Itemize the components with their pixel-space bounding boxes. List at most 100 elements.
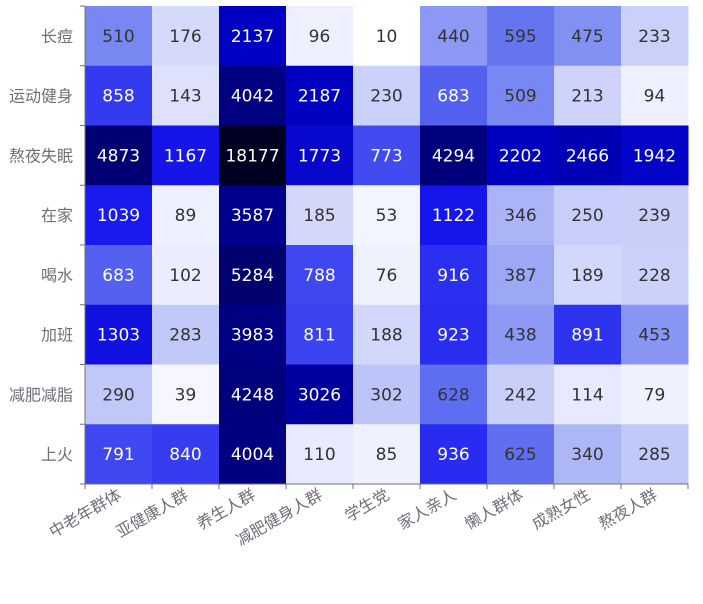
heatmap-cell[interactable] bbox=[85, 424, 153, 485]
heatmap-cell[interactable] bbox=[286, 364, 354, 425]
heatmap-cell[interactable] bbox=[152, 245, 220, 306]
heatmap-cell[interactable] bbox=[621, 185, 689, 246]
heatmap-cell[interactable] bbox=[621, 304, 689, 365]
heatmap-cell[interactable] bbox=[420, 245, 488, 306]
heatmap-cell[interactable] bbox=[219, 424, 287, 485]
heatmap-cell[interactable] bbox=[487, 245, 555, 306]
heatmap-cell[interactable] bbox=[353, 185, 421, 246]
cell-value-label: 595 bbox=[504, 27, 536, 47]
heatmap-cell[interactable] bbox=[487, 185, 555, 246]
heatmap-cell[interactable] bbox=[353, 6, 421, 67]
heatmap-cell[interactable] bbox=[353, 65, 421, 126]
cell-value-label: 1773 bbox=[298, 146, 341, 166]
heatmap-cell[interactable] bbox=[286, 245, 354, 306]
heatmap-cell[interactable] bbox=[85, 364, 153, 425]
heatmap-cell[interactable] bbox=[554, 6, 622, 67]
heatmap-cell[interactable] bbox=[621, 125, 689, 186]
heatmap-cell[interactable] bbox=[420, 364, 488, 425]
heatmap-cell[interactable] bbox=[487, 364, 555, 425]
heatmap-cell[interactable] bbox=[152, 424, 220, 485]
cell-value-label: 916 bbox=[437, 266, 469, 286]
heatmap-cell[interactable] bbox=[152, 125, 220, 186]
heatmap-cell[interactable] bbox=[286, 185, 354, 246]
heatmap-cell[interactable] bbox=[219, 364, 287, 425]
heatmap-cell[interactable] bbox=[85, 245, 153, 306]
cell-value-label: 628 bbox=[437, 385, 469, 405]
heatmap-cell[interactable] bbox=[420, 125, 488, 186]
cell-value-label: 250 bbox=[571, 206, 603, 226]
heatmap-cell[interactable] bbox=[85, 6, 153, 67]
x-tick-label: 成熟女性 bbox=[529, 485, 594, 533]
heatmap-cell[interactable] bbox=[420, 65, 488, 126]
heatmap-cell[interactable] bbox=[621, 424, 689, 485]
heatmap-cell[interactable] bbox=[219, 304, 287, 365]
heatmap-cell[interactable] bbox=[621, 6, 689, 67]
heatmap-cell[interactable] bbox=[487, 65, 555, 126]
heatmap-cell[interactable] bbox=[85, 304, 153, 365]
cell-value-label: 228 bbox=[638, 266, 670, 286]
cell-value-label: 4042 bbox=[231, 87, 274, 107]
heatmap-cell[interactable] bbox=[219, 65, 287, 126]
cell-value-label: 89 bbox=[175, 206, 197, 226]
heatmap-cell[interactable] bbox=[621, 364, 689, 425]
cell-value-label: 509 bbox=[504, 87, 536, 107]
heatmap-cell[interactable] bbox=[152, 6, 220, 67]
heatmap-cell[interactable] bbox=[621, 65, 689, 126]
cell-value-label: 230 bbox=[370, 87, 402, 107]
heatmap-cell[interactable] bbox=[487, 304, 555, 365]
y-tick-label: 加班 bbox=[41, 326, 73, 345]
heatmap-cell[interactable] bbox=[286, 65, 354, 126]
cell-value-label: 2187 bbox=[298, 87, 341, 107]
cell-value-label: 176 bbox=[169, 27, 201, 47]
heatmap-cell[interactable] bbox=[219, 245, 287, 306]
heatmap-cell[interactable] bbox=[353, 364, 421, 425]
heatmap-cell[interactable] bbox=[152, 65, 220, 126]
y-tick-label: 长痘 bbox=[41, 27, 73, 46]
cell-value-label: 39 bbox=[175, 385, 197, 405]
cell-value-label: 625 bbox=[504, 445, 536, 465]
heatmap-cell[interactable] bbox=[286, 125, 354, 186]
y-tick-label: 在家 bbox=[41, 206, 73, 225]
cell-value-label: 475 bbox=[571, 27, 603, 47]
heatmap-cell[interactable] bbox=[487, 6, 555, 67]
cell-value-label: 18177 bbox=[225, 146, 279, 166]
heatmap-cell[interactable] bbox=[219, 185, 287, 246]
heatmap-cell[interactable] bbox=[487, 125, 555, 186]
heatmap-cell[interactable] bbox=[85, 185, 153, 246]
x-tick-label: 亚健康人群 bbox=[113, 485, 192, 541]
heatmap-cell[interactable] bbox=[554, 65, 622, 126]
cell-value-label: 510 bbox=[102, 27, 134, 47]
heatmap-cell[interactable] bbox=[85, 125, 153, 186]
heatmap-cell[interactable] bbox=[353, 424, 421, 485]
cell-value-label: 453 bbox=[638, 326, 670, 346]
cell-value-label: 2202 bbox=[499, 146, 542, 166]
heatmap-cell[interactable] bbox=[554, 185, 622, 246]
cell-value-label: 185 bbox=[303, 206, 335, 226]
cell-value-label: 96 bbox=[309, 27, 331, 47]
heatmap-cell[interactable] bbox=[286, 304, 354, 365]
heatmap-cell[interactable] bbox=[353, 125, 421, 186]
heatmap-cell[interactable] bbox=[219, 125, 287, 186]
heatmap-cell[interactable] bbox=[152, 304, 220, 365]
heatmap-cell[interactable] bbox=[219, 6, 287, 67]
heatmap-cell[interactable] bbox=[286, 424, 354, 485]
cell-value-label: 213 bbox=[571, 87, 603, 107]
heatmap-cell[interactable] bbox=[621, 245, 689, 306]
heatmap-cell[interactable] bbox=[152, 185, 220, 246]
heatmap-cell[interactable] bbox=[554, 364, 622, 425]
cell-value-label: 811 bbox=[303, 326, 335, 346]
heatmap-cell[interactable] bbox=[554, 245, 622, 306]
heatmap-cell[interactable] bbox=[554, 125, 622, 186]
heatmap-cell[interactable] bbox=[353, 245, 421, 306]
heatmap-cell[interactable] bbox=[286, 6, 354, 67]
heatmap-cell[interactable] bbox=[420, 424, 488, 485]
heatmap-cell[interactable] bbox=[85, 65, 153, 126]
heatmap-cell[interactable] bbox=[420, 304, 488, 365]
heatmap-cell[interactable] bbox=[554, 304, 622, 365]
heatmap-cell[interactable] bbox=[487, 424, 555, 485]
heatmap-cell[interactable] bbox=[554, 424, 622, 485]
heatmap-cell[interactable] bbox=[420, 6, 488, 67]
heatmap-cell[interactable] bbox=[152, 364, 220, 425]
heatmap-cell[interactable] bbox=[353, 304, 421, 365]
heatmap-cell[interactable] bbox=[420, 185, 488, 246]
